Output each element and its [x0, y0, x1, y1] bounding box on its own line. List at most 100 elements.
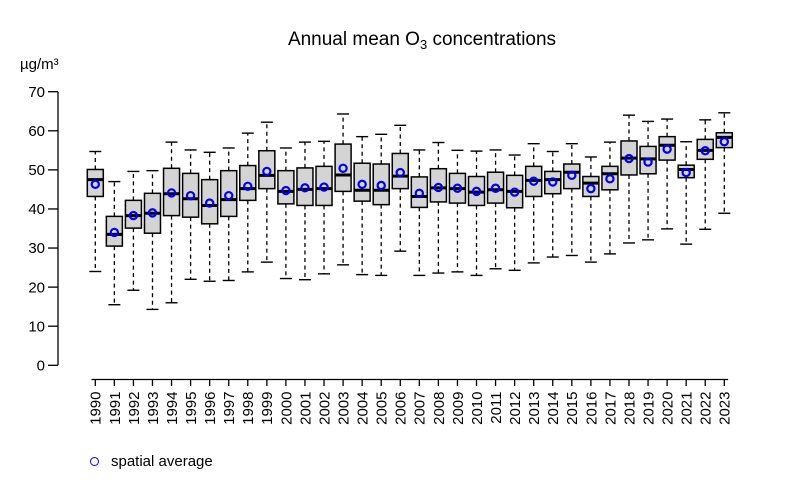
- x-axis-tick-label: 2000: [278, 392, 295, 425]
- x-axis-tick-label: 1997: [221, 392, 238, 425]
- boxplot-2002: [315, 140, 333, 275]
- iqr-box: [162, 167, 181, 217]
- x-axis-tick-label: 1996: [202, 392, 219, 425]
- boxplot-2011: [486, 149, 505, 270]
- mean-point-2016: [586, 183, 596, 194]
- boxplot-2009: [448, 149, 467, 273]
- mean-point-1994: [166, 188, 177, 198]
- x-axis-tick-label: 2008: [431, 392, 448, 425]
- x-axis-tick-label: 2014: [545, 392, 562, 425]
- y-axis-tick-label: 40: [28, 201, 45, 218]
- x-axis-tick-label: 2012: [507, 392, 524, 425]
- mean-point-2006: [395, 167, 405, 178]
- chart-title-text: Annual mean O: [287, 29, 420, 50]
- mean-point-1990: [90, 179, 101, 190]
- mean-point-1998: [243, 181, 253, 191]
- iqr-box: [181, 172, 200, 218]
- mean-point-1991: [109, 227, 120, 238]
- spatial-average-points: [90, 137, 730, 238]
- y-axis-tick-label: 0: [37, 358, 45, 375]
- x-axis-tick-label: 1998: [240, 392, 257, 425]
- x-axis-tick-label: 2001: [297, 392, 314, 425]
- x-axis-tick-label: 1990: [88, 392, 105, 425]
- x-axis-tick-label: 2021: [679, 392, 696, 425]
- mean-point-2015: [567, 170, 577, 181]
- chart-title-suffix: concentrations: [427, 29, 557, 50]
- x-axis-tick-label: 2004: [355, 392, 372, 425]
- mean-point-2012: [509, 187, 520, 197]
- x-axis-tick-label: 2023: [717, 392, 734, 425]
- iqr-box: [582, 175, 600, 198]
- x-axis-tick-label: 1991: [107, 392, 124, 425]
- boxplot-1991: [105, 180, 124, 306]
- boxplot-1993: [143, 169, 162, 311]
- iqr-box: [372, 163, 390, 206]
- x-axis-tick-label: 2019: [640, 392, 657, 425]
- y-axis-tick-label: 50: [28, 162, 45, 179]
- x-axis-tick-label: 1999: [259, 392, 276, 425]
- mean-point-1997: [224, 190, 234, 201]
- y-axis-tick-label: 60: [28, 123, 45, 140]
- iqr-box: [105, 215, 124, 247]
- boxplot-2020: [658, 118, 676, 230]
- iqr-box: [563, 163, 581, 190]
- mean-point-2011: [490, 183, 501, 193]
- boxplot-1992: [124, 170, 143, 291]
- boxplot-2021: [677, 141, 695, 245]
- x-axis-tick-label: 2017: [602, 392, 619, 425]
- iqr-box: [296, 167, 314, 207]
- iqr-box: [601, 165, 619, 191]
- iqr-box: [200, 178, 219, 225]
- boxplot-2012: [505, 154, 524, 272]
- y-axis: 0 10 20 30 40 50 60 70: [28, 84, 59, 375]
- boxplot-2010: [467, 150, 486, 277]
- mean-point-2020: [662, 144, 672, 154]
- mean-point-2019: [643, 157, 653, 167]
- y-axis-tick-label: 10: [28, 318, 45, 335]
- mean-point-2002: [319, 182, 329, 192]
- mean-point-2017: [605, 174, 615, 184]
- mean-point-1992: [128, 210, 139, 221]
- chart-title: Annual mean O3 concentrations: [44, 29, 800, 51]
- boxplot-1998: [239, 132, 257, 273]
- x-axis-tick-label: 1993: [145, 392, 162, 425]
- x-axis-tick-label: 2016: [583, 392, 600, 425]
- iqr-box: [658, 135, 676, 161]
- x-axis-tick-label: 2010: [469, 392, 486, 425]
- mean-point-2005: [376, 180, 386, 191]
- x-axis-tick-label: 1995: [183, 392, 200, 425]
- mean-point-2001: [300, 183, 310, 193]
- boxplot-2005: [372, 133, 390, 277]
- iqr-box: [353, 162, 371, 202]
- x-axis-tick-label: 1994: [164, 392, 181, 425]
- mean-point-2022: [700, 146, 710, 156]
- boxplot-1996: [200, 151, 219, 282]
- boxplot-2019: [639, 120, 657, 241]
- boxplot-1995: [181, 149, 200, 281]
- y-axis-tick-label: 30: [28, 240, 45, 257]
- boxplot-2016: [582, 156, 600, 263]
- boxplot-1990: [86, 150, 105, 273]
- iqr-box: [219, 169, 238, 218]
- mean-point-2018: [624, 153, 634, 164]
- boxplot-2007: [410, 149, 429, 277]
- boxplot-2000: [277, 147, 295, 280]
- boxplot-2008: [429, 141, 448, 274]
- x-axis-tick-label: 2018: [621, 392, 638, 425]
- iqr-box: [86, 168, 105, 198]
- iqr-box: [334, 143, 352, 193]
- mean-point-2014: [548, 177, 558, 187]
- x-axis: 1990 1991 1992 1993 1994 1995 1996 1997 1998 1999…: [88, 378, 734, 425]
- y-axis-tick-label: 70: [28, 84, 45, 101]
- boxplot-2023: [715, 112, 734, 214]
- boxplot-2017: [601, 141, 619, 255]
- iqr-box: [410, 176, 429, 209]
- mean-point-2009: [452, 183, 463, 193]
- iqr-box: [258, 149, 276, 190]
- boxplot-2015: [563, 142, 581, 257]
- y-axis-tick-label: 20: [28, 279, 45, 296]
- boxplot-2004: [353, 135, 371, 276]
- x-axis-tick-label: 2006: [393, 392, 410, 425]
- mean-point-2021: [681, 167, 691, 178]
